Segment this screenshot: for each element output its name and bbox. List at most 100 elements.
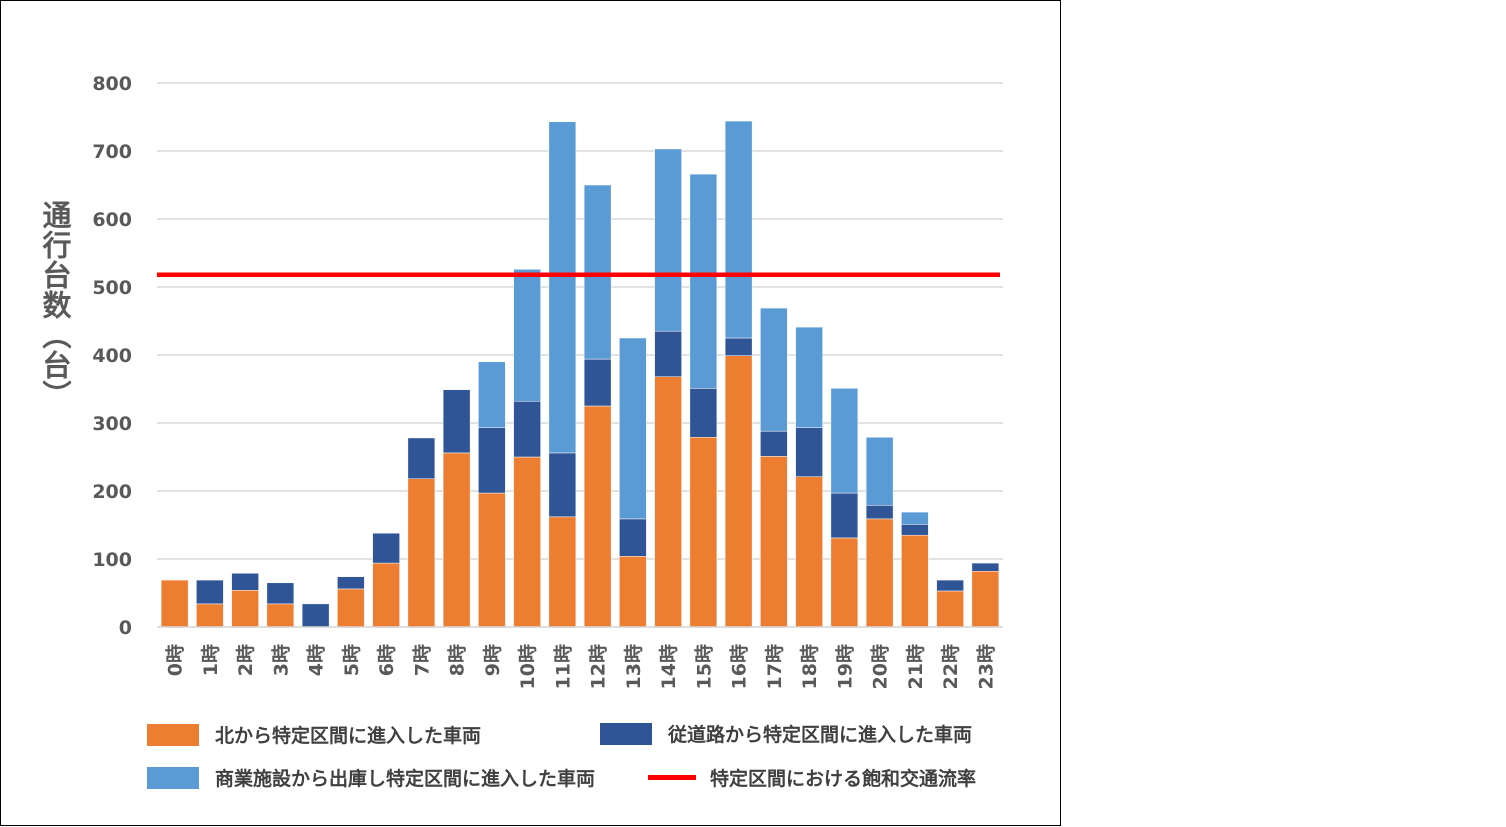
x-tick-label: 13時 — [623, 644, 645, 689]
x-tick-label: 11時 — [552, 644, 574, 689]
y-tick-label: 300 — [92, 413, 132, 435]
legend-swatch-commercial — [147, 766, 199, 789]
bar-segment-north — [971, 570, 1000, 628]
bar-segment-side-road — [231, 573, 259, 591]
x-tick-label: 16時 — [729, 644, 751, 689]
legend-label-north: 北から特定区間に進入した車両 — [215, 725, 482, 747]
bar-segment-side-road — [654, 330, 682, 378]
bar-segment-commercial — [619, 337, 647, 520]
bar-segment-commercial — [654, 148, 682, 332]
bar-segment-north — [478, 492, 506, 628]
bar-segment-side-road — [865, 505, 894, 520]
bar-segment-north — [337, 588, 365, 628]
legend-item-saturation: 特定区間における飽和交通流率 — [648, 764, 976, 791]
y-tick-label: 700 — [92, 141, 132, 163]
bar-segment-north — [231, 590, 259, 628]
bar-segment-side-road — [971, 562, 1000, 572]
legend-swatch-side-road — [600, 722, 652, 745]
bar-segment-north — [901, 534, 929, 628]
x-tick-label: 2時 — [235, 644, 257, 676]
x-tick-label: 22時 — [940, 644, 962, 689]
bar-segment-commercial — [865, 437, 894, 506]
x-tick-label: 15時 — [693, 644, 715, 689]
y-tick-label: 800 — [92, 73, 132, 95]
legend-item-north: 北から特定区間に進入した車両 — [147, 721, 481, 748]
y-tick-label: 600 — [92, 209, 132, 231]
bar-segment-commercial — [830, 388, 859, 494]
bar-segment-side-road — [407, 437, 436, 480]
bar-segment-north — [654, 376, 682, 628]
x-tick-label: 10時 — [517, 644, 539, 689]
bar-segment-commercial — [548, 121, 577, 454]
x-tick-label: 21時 — [905, 644, 927, 689]
x-tick-label: 4時 — [306, 644, 328, 676]
bar-segment-north — [266, 603, 295, 628]
bar-segment-commercial — [583, 184, 612, 360]
y-tick-label: 100 — [92, 549, 132, 571]
bar-segment-north — [407, 478, 436, 628]
bar-segment-north — [196, 603, 224, 628]
bar-segment-north — [689, 437, 718, 628]
bar-segment-side-road — [196, 579, 224, 605]
bar-segment-side-road — [478, 427, 506, 494]
x-tick-label: 3時 — [270, 644, 292, 676]
bar-segment-side-road — [760, 430, 788, 457]
bar-segment-north — [442, 452, 471, 628]
bar-segment-north — [372, 562, 400, 628]
bar-segment-north — [548, 516, 577, 628]
bar-segment-commercial — [901, 511, 929, 525]
x-tick-label: 9時 — [482, 644, 504, 676]
bar-segment-side-road — [583, 358, 612, 407]
legend-label-commercial: 商業施設から出庫し特定区間に進入した車両 — [215, 768, 596, 790]
y-tick-label: 500 — [92, 277, 132, 299]
legend-label-side-road: 従道路から特定区間に進入した車両 — [668, 724, 973, 746]
x-tick-label: 12時 — [588, 644, 610, 689]
x-tick-label: 7時 — [411, 644, 433, 676]
bar-segment-commercial — [795, 326, 823, 429]
chart-frame — [0, 0, 1061, 826]
y-tick-label: 0 — [119, 617, 132, 639]
bar-segment-side-road — [548, 452, 577, 518]
legend-label-saturation: 特定区間における飽和交通流率 — [710, 768, 977, 790]
bar-segment-side-road — [936, 579, 964, 592]
bar-segment-side-road — [830, 492, 859, 539]
bar-segment-side-road — [795, 427, 823, 477]
x-tick-label: 23時 — [975, 644, 997, 689]
x-tick-label: 1時 — [200, 644, 222, 676]
x-tick-label: 18時 — [799, 644, 821, 689]
bar-segment-north — [760, 456, 788, 628]
bar-segment-side-road — [619, 518, 647, 557]
x-tick-label: 8時 — [447, 644, 469, 676]
bar-segment-north — [830, 537, 859, 628]
legend-swatch-saturation — [648, 775, 696, 780]
bar-segment-side-road — [724, 337, 753, 356]
x-tick-label: 20時 — [870, 644, 892, 689]
y-tick-label: 200 — [92, 481, 132, 503]
legend-item-side-road: 従道路から特定区間に進入した車両 — [600, 720, 972, 747]
bar-segment-north — [583, 405, 612, 628]
bar-segment-side-road — [513, 400, 541, 458]
x-tick-label: 19時 — [834, 644, 856, 689]
bar-segment-commercial — [689, 173, 718, 389]
bar-segment-commercial — [513, 269, 541, 402]
legend-item-commercial: 商業施設から出庫し特定区間に進入した車両 — [147, 764, 595, 791]
bar-segment-side-road — [901, 524, 929, 536]
bar-segment-side-road — [372, 532, 400, 564]
bar-segment-commercial — [724, 120, 753, 339]
bar-segment-commercial — [760, 307, 788, 432]
bar-segment-north — [619, 556, 647, 628]
bar-segment-north — [795, 476, 823, 628]
bar-segment-side-road — [442, 389, 471, 454]
bar-segment-north — [936, 590, 964, 628]
y-tick-label: 400 — [92, 345, 132, 367]
bar-segment-side-road — [689, 388, 718, 438]
x-tick-label: 17時 — [764, 644, 786, 689]
x-tick-label: 5時 — [341, 644, 363, 676]
bar-segment-side-road — [266, 582, 295, 605]
bar-segment-side-road — [337, 576, 365, 590]
legend-swatch-north — [147, 723, 199, 746]
bar-segment-north — [724, 355, 753, 628]
x-tick-label: 14時 — [658, 644, 680, 689]
bar-segment-side-road — [301, 603, 330, 628]
